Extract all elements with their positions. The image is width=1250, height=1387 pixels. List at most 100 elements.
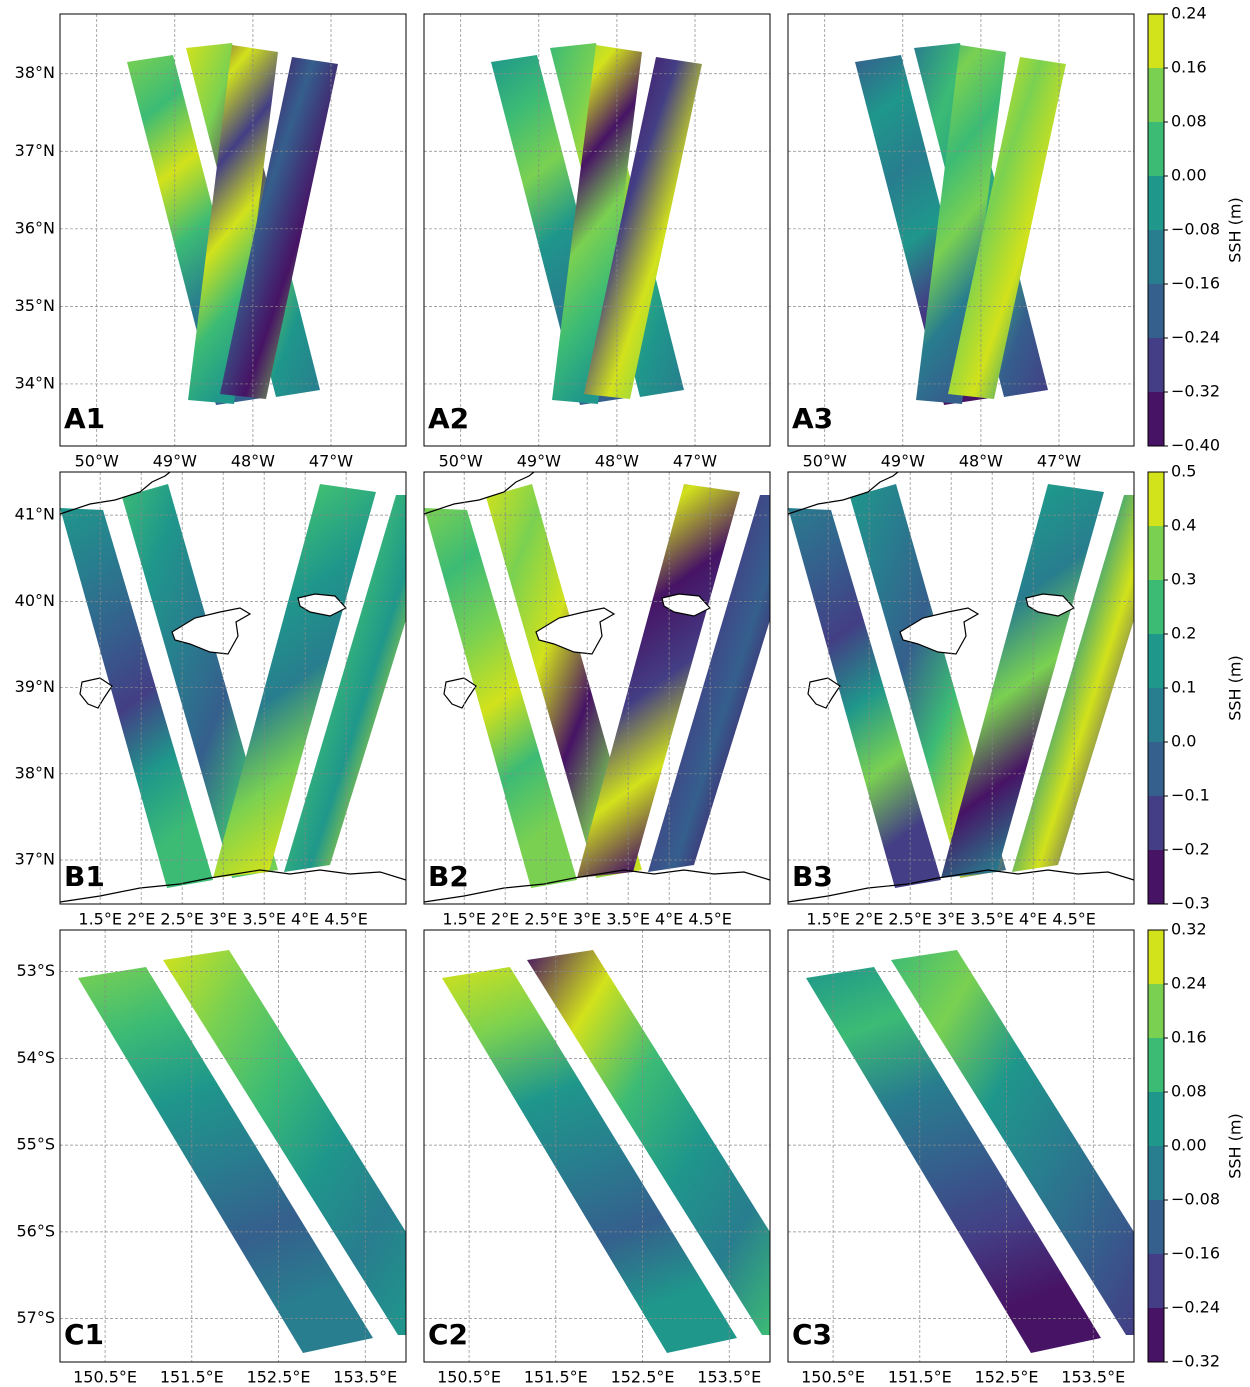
y-tick-label: 37°N xyxy=(15,141,55,160)
colorbar-band xyxy=(1148,176,1164,230)
colorbar: −0.3 −0.2 −0.1 0.0 0.1 0.2 0.3 0.4 0.5 SSH (m) xyxy=(1147,462,1245,913)
colorbar-label: SSH (m) xyxy=(1226,197,1245,263)
colorbar-band xyxy=(1148,526,1164,580)
x-tick-label: 1.5°E xyxy=(442,910,486,929)
colorbar-tick-label: −0.24 xyxy=(1171,328,1220,347)
y-tick-label: 38°N xyxy=(15,63,55,82)
map-panel: 50°W 49°W 48°W 47°W A2 xyxy=(423,13,771,471)
map-panel: 150.5°E 151.5°E 152.5°E 153.5°E 57°S 56°S 55°S… xyxy=(16,929,407,1387)
map-panel: 50°W 49°W 48°W 47°W A3 xyxy=(787,13,1135,471)
colorbar-tick-label: −0.3 xyxy=(1171,894,1210,913)
swath xyxy=(788,508,941,888)
y-tick-label: 34°N xyxy=(15,373,55,392)
coastline xyxy=(787,471,1135,903)
y-tick-label: 56°S xyxy=(16,1221,55,1240)
colorbar-tick-label: 0.08 xyxy=(1171,112,1207,131)
colorbar-band xyxy=(1148,1254,1164,1308)
colorbar-tick-label: −0.08 xyxy=(1171,1190,1220,1209)
panel-label: C1 xyxy=(64,1318,104,1351)
panel-label: C3 xyxy=(792,1318,832,1351)
x-tick-label: 153.5°E xyxy=(333,1368,397,1387)
colorbar: −0.40 −0.32 −0.24 −0.16 −0.08 0.00 0.08 0.16 0.2… xyxy=(1147,4,1245,455)
colorbar-band xyxy=(1148,984,1164,1038)
panel-frame xyxy=(59,13,407,447)
x-tick-label: 2°E xyxy=(855,910,883,929)
x-tick-label: 151.5°E xyxy=(888,1368,952,1387)
y-tick-label: 57°S xyxy=(16,1308,55,1327)
swath xyxy=(1012,495,1134,872)
x-tick-label: 153.5°E xyxy=(697,1368,761,1387)
map-panel: 1.5°E 2°E 2.5°E 3°E 3.5°E 4°E 4.5°E B2 xyxy=(423,471,771,929)
y-tick-label: 40°N xyxy=(15,591,55,610)
x-tick-label: 2.5°E xyxy=(888,910,932,929)
x-tick-label: 4.5°E xyxy=(688,910,732,929)
swath xyxy=(806,967,1101,1353)
swath xyxy=(424,508,577,888)
colorbar-tick-label: 0.4 xyxy=(1171,516,1196,535)
colorbar-band xyxy=(1148,14,1164,68)
y-tick-label: 38°N xyxy=(15,763,55,782)
x-tick-label: 4.5°E xyxy=(324,910,368,929)
x-tick-label: 47°W xyxy=(673,452,717,471)
y-tick-label: 54°S xyxy=(16,1048,55,1067)
x-tick-label: 152.5°E xyxy=(247,1368,311,1387)
x-tick-label: 47°W xyxy=(1037,452,1081,471)
panel-frame xyxy=(423,13,771,447)
swath xyxy=(188,45,278,404)
swath xyxy=(850,484,1006,878)
x-tick-label: 151.5°E xyxy=(524,1368,588,1387)
swath xyxy=(213,484,376,878)
x-tick-label: 50°W xyxy=(803,452,847,471)
x-tick-label: 2°E xyxy=(127,910,155,929)
x-tick-label: 2.5°E xyxy=(160,910,204,929)
colorbar-band xyxy=(1148,122,1164,176)
x-tick-label: 151.5°E xyxy=(160,1368,224,1387)
colorbar-tick-label: 0.16 xyxy=(1171,58,1207,77)
x-tick-label: 50°W xyxy=(75,452,119,471)
swath xyxy=(486,484,642,878)
swath xyxy=(941,484,1104,878)
colorbar-tick-label: −0.2 xyxy=(1171,840,1210,859)
x-tick-label: 153.5°E xyxy=(1061,1368,1125,1387)
panel-frame xyxy=(59,929,407,1363)
swath xyxy=(122,484,278,878)
x-tick-label: 4.5°E xyxy=(1052,910,1096,929)
swath xyxy=(284,495,406,872)
x-tick-label: 4°E xyxy=(1019,910,1047,929)
y-tick-label: 41°N xyxy=(15,505,55,524)
colorbar-band xyxy=(1148,392,1164,446)
map-panel: 1.5°E 2°E 2.5°E 3°E 3.5°E 4°E 4.5°E B3 xyxy=(787,471,1135,929)
colorbar-band xyxy=(1148,742,1164,796)
panel-label: B3 xyxy=(792,860,833,893)
colorbar-band xyxy=(1148,580,1164,634)
colorbar-band xyxy=(1148,1200,1164,1254)
x-tick-label: 48°W xyxy=(595,452,639,471)
colorbar-band xyxy=(1148,796,1164,850)
colorbar-band xyxy=(1148,930,1164,984)
colorbar-tick-label: 0.0 xyxy=(1171,732,1196,751)
swath xyxy=(442,967,737,1353)
colorbar-tick-label: 0.5 xyxy=(1171,462,1196,481)
panel-label: B2 xyxy=(428,860,469,893)
swath xyxy=(163,950,406,1335)
colorbar-band xyxy=(1148,472,1164,526)
swath xyxy=(948,57,1066,399)
map-panel: 150.5°E 151.5°E 152.5°E 153.5°E C3 xyxy=(787,929,1135,1387)
coastline xyxy=(59,471,407,903)
panel-frame xyxy=(423,929,771,1363)
x-tick-label: 49°W xyxy=(881,452,925,471)
swath xyxy=(60,508,213,888)
x-tick-label: 48°W xyxy=(231,452,275,471)
x-tick-label: 49°W xyxy=(517,452,561,471)
x-tick-label: 48°W xyxy=(959,452,1003,471)
colorbar-tick-label: −0.1 xyxy=(1171,786,1210,805)
panel-frame xyxy=(787,13,1135,447)
colorbar-tick-label: 0.00 xyxy=(1171,1136,1207,1155)
y-tick-label: 55°S xyxy=(16,1135,55,1154)
colorbar-band xyxy=(1148,1038,1164,1092)
x-tick-label: 3.5°E xyxy=(970,910,1014,929)
swath xyxy=(891,950,1134,1335)
x-tick-label: 152.5°E xyxy=(975,1368,1039,1387)
x-tick-label: 150.5°E xyxy=(73,1368,137,1387)
x-tick-label: 50°W xyxy=(439,452,483,471)
